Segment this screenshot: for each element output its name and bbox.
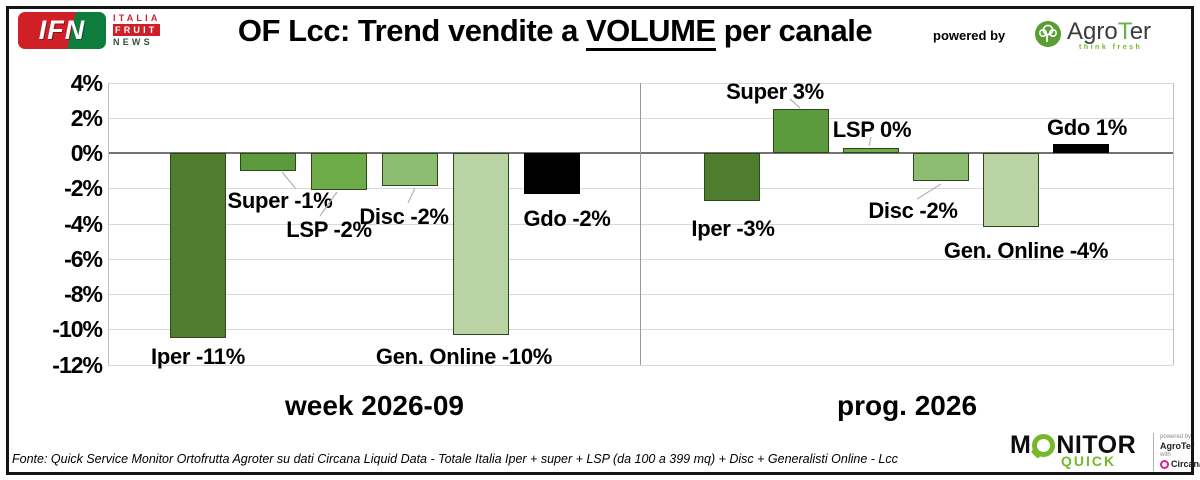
bar-label-super: Super -1% [227, 188, 333, 213]
y-tick-label: -2% [64, 175, 103, 202]
title-volume: VOLUME [585, 13, 716, 51]
y-tick-label: -10% [52, 316, 103, 343]
bar-label-lsp: LSP -2% [286, 217, 372, 242]
bar-iper [170, 153, 226, 339]
bar-label-iper: Iper -11% [151, 344, 245, 369]
bar-label-super: Super 3% [726, 79, 824, 104]
magnifier-icon [1032, 434, 1056, 457]
y-tick-label: 2% [70, 104, 103, 131]
bar-super [773, 108, 829, 153]
monitor-wordmark: M NITOR [1010, 431, 1137, 459]
y-tick-label: -4% [64, 210, 103, 237]
source-note: Fonte: Quick Service Monitor Ortofrutta … [12, 452, 898, 466]
bar-label-gdo: Gdo 1% [1046, 115, 1128, 140]
bar-label-gdo: Gdo -2% [523, 206, 611, 231]
ifn-acronym: IFN [38, 15, 86, 45]
credits-powered-by: powered by [1160, 434, 1192, 440]
title-post: per canale [715, 13, 873, 48]
agroter-tree-icon [1035, 21, 1061, 47]
ifn-logo: IFN [18, 12, 106, 49]
y-tick-label: 4% [70, 69, 103, 96]
ifn-logo-text: ITALIA FRUIT NEWS [113, 12, 161, 48]
y-tick-label: 0% [70, 140, 103, 166]
bar-label-lsp: LSP 0% [832, 117, 912, 142]
logo-credits: powered by AgroTer with Circana [1160, 433, 1200, 469]
agroter-logo: AgroTer think fresh [1034, 20, 1151, 51]
y-tick-label: -6% [64, 245, 103, 272]
group-label-prog: prog. 2026 [836, 390, 978, 421]
ifn-news-label: NEWS [113, 37, 153, 47]
bar-super [240, 153, 296, 171]
monitor-quick-logo: M NITOR QUICK powered by AgroTer with Cir… [1010, 431, 1200, 473]
outer-frame [6, 6, 1194, 475]
ifn-fruit-label: FRUIT [113, 24, 160, 36]
credits-agroter: AgroTer [1160, 441, 1195, 451]
bar-lsp [843, 147, 899, 153]
credits-with: with [1160, 452, 1171, 458]
plot-border [1173, 83, 1174, 365]
title-pre: OF Lcc: Trend vendite a [237, 13, 586, 48]
bar-lsp [311, 153, 367, 190]
bar-iper [704, 153, 760, 201]
bar-gdo [1053, 144, 1109, 153]
y-tick-label: -8% [64, 281, 103, 307]
bar-label-disc: Disc -2% [868, 198, 958, 223]
bar-label-disc: Disc -2% [359, 204, 449, 229]
agroter-tagline: think fresh [1079, 44, 1143, 51]
logo-separator [1153, 433, 1154, 471]
agroter-name: AgroTer [1067, 18, 1152, 45]
credits-circana: Circana [1171, 459, 1200, 469]
bar-label-gen-online: Gen. Online -4% [943, 238, 1109, 263]
circana-icon [1160, 460, 1169, 469]
panel-divider [640, 83, 641, 365]
bar-gen-online [453, 153, 509, 335]
bar-disc [382, 153, 438, 187]
bar-gdo [524, 153, 580, 194]
powered-by-label: powered by [933, 28, 1006, 43]
bar-disc [913, 153, 969, 182]
bar-gen-online [983, 153, 1039, 228]
quick-wordmark: QUICK [1061, 453, 1117, 469]
bar-label-gen-online: Gen. Online -10% [375, 344, 553, 369]
y-tick-label: -12% [52, 351, 103, 378]
plot-border [108, 83, 109, 365]
page-title: OF Lcc: Trend vendite a VOLUME per canal… [150, 13, 960, 51]
bar-label-iper: Iper -3% [691, 216, 775, 241]
gridline [108, 364, 1173, 366]
ifn-italia-label: ITALIA [113, 13, 161, 23]
group-label-week: week 2026-09 [284, 390, 465, 421]
